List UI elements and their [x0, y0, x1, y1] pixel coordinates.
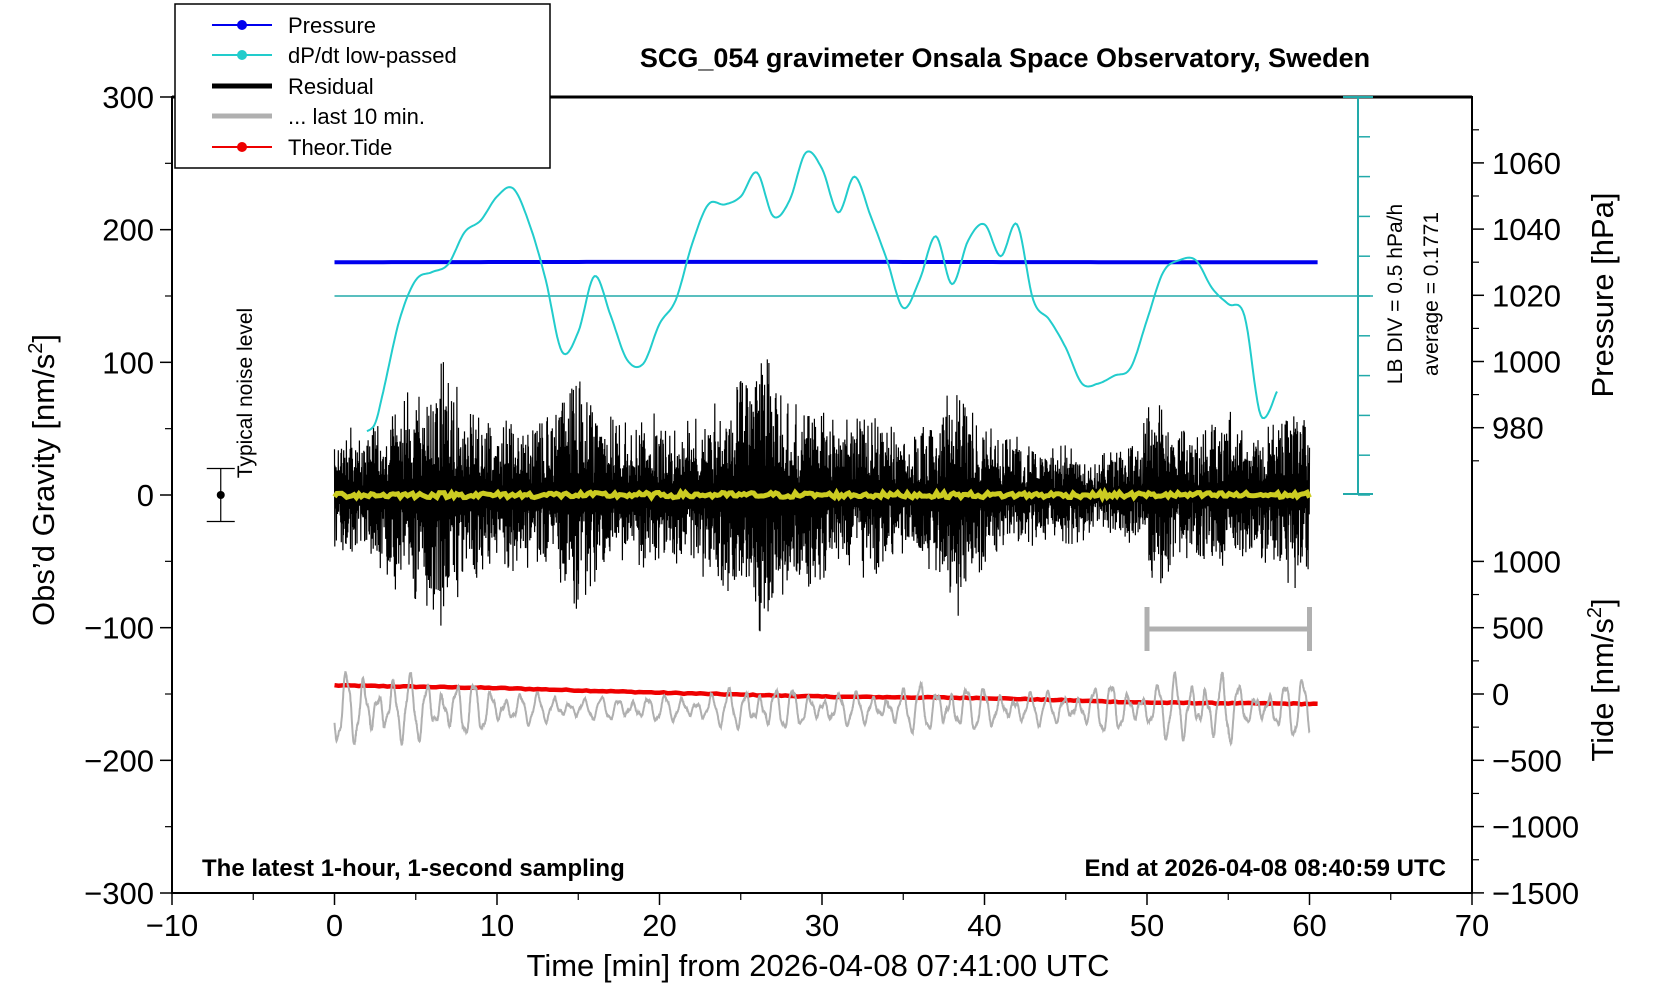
gravity-axis-label-sup: 2 [25, 343, 47, 354]
time-tick-label: 40 [967, 908, 1001, 943]
time-tick-label: 0 [326, 908, 343, 943]
last10-amplified-trace [333, 671, 1311, 747]
lb-div-label: LB DIV = 0.5 hPa/h [1384, 204, 1407, 384]
pressure-tick-label: 1060 [1492, 146, 1561, 181]
x-axis-label: Time [min] from 2026-04-08 07:41:00 UTC [527, 948, 1110, 983]
pressure-axis-label: Pressure [hPa] [1585, 192, 1620, 397]
tide-tick-label: −1000 [1492, 810, 1579, 845]
legend-swatch-dot [237, 20, 247, 30]
tide-tick-label: 0 [1492, 677, 1509, 712]
legend-label-pressure: Pressure [288, 13, 376, 38]
tide-tick-label: −500 [1492, 743, 1562, 778]
time-tick-label: 30 [805, 908, 839, 943]
pressure-tick-label: 1020 [1492, 278, 1561, 313]
gravity-tick-label: −200 [84, 743, 154, 778]
time-tick-label: 20 [642, 908, 676, 943]
average-label: average = 0.1771 [1420, 212, 1443, 376]
noise-level-point [216, 491, 225, 499]
tide-tick-label: 1000 [1492, 544, 1561, 579]
time-tick-label: 70 [1455, 908, 1489, 943]
residual-trend-line [332, 486, 1312, 504]
gravity-tick-label: 200 [102, 213, 154, 248]
legend-label-last10: ... last 10 min. [288, 104, 425, 129]
gravity-tick-label: 300 [102, 80, 154, 115]
pressure-tick-label: 1000 [1492, 345, 1561, 380]
legend: Pressure dP/dt low-passed Residual ... l… [174, 3, 551, 169]
tide-axis-label-sup: 2 [1584, 607, 1606, 618]
pressure-axis: 980 1000 1020 1040 1060 [1472, 129, 1561, 462]
gravity-tick-label: 100 [102, 345, 154, 380]
residual-trace [333, 359, 1311, 632]
tide-axis: −1500 −1000 −500 0 500 1000 [1472, 544, 1579, 911]
end-time-annotation: End at 2026-04-08 08:40:59 UTC [1085, 855, 1447, 882]
pressure-tick-label: 980 [1492, 411, 1544, 446]
noise-level-label: Typical noise level [234, 308, 257, 478]
time-tick-label: 10 [480, 908, 514, 943]
gravity-axis-label-main: Obs’d Gravity [nm/s [26, 354, 61, 626]
data-series [206, 96, 1373, 747]
gravity-axis-label: Obs’d Gravity [nm/s2] [25, 334, 61, 626]
legend-swatch-dot [237, 50, 247, 60]
tide-axis-label-main: Tide [nm/s [1585, 618, 1620, 762]
gravity-tick-label: −300 [84, 876, 154, 911]
sampling-annotation: The latest 1-hour, 1-second sampling [202, 855, 625, 882]
chart-title: SCG_054 gravimeter Onsala Space Observat… [640, 43, 1370, 73]
time-axis: −10 0 10 20 30 40 50 60 70 [146, 893, 1489, 943]
tide-tick-label: 500 [1492, 611, 1544, 646]
dpdt-lowpassed-line [366, 150, 1278, 433]
gravity-tick-label: 0 [137, 478, 154, 513]
legend-label-residual: Residual [288, 74, 374, 99]
gravity-axis-label-end: ] [26, 334, 61, 343]
time-tick-label: −10 [146, 908, 199, 943]
pressure-tick-label: 1040 [1492, 212, 1561, 247]
time-tick-label: 60 [1292, 908, 1326, 943]
legend-label-tide: Theor.Tide [288, 135, 392, 160]
time-tick-label: 50 [1130, 908, 1164, 943]
tide-tick-label: −1500 [1492, 876, 1579, 911]
tide-axis-label-end: ] [1585, 598, 1620, 607]
legend-swatch-dot [237, 142, 247, 152]
gravity-tick-label: −100 [84, 611, 154, 646]
legend-label-dpdt: dP/dt low-passed [288, 43, 457, 68]
tide-axis-label: Tide [nm/s2] [1584, 598, 1620, 761]
gravity-axis: −300 −200 −100 0 100 200 300 [84, 80, 172, 911]
legend-swatches [212, 20, 272, 152]
